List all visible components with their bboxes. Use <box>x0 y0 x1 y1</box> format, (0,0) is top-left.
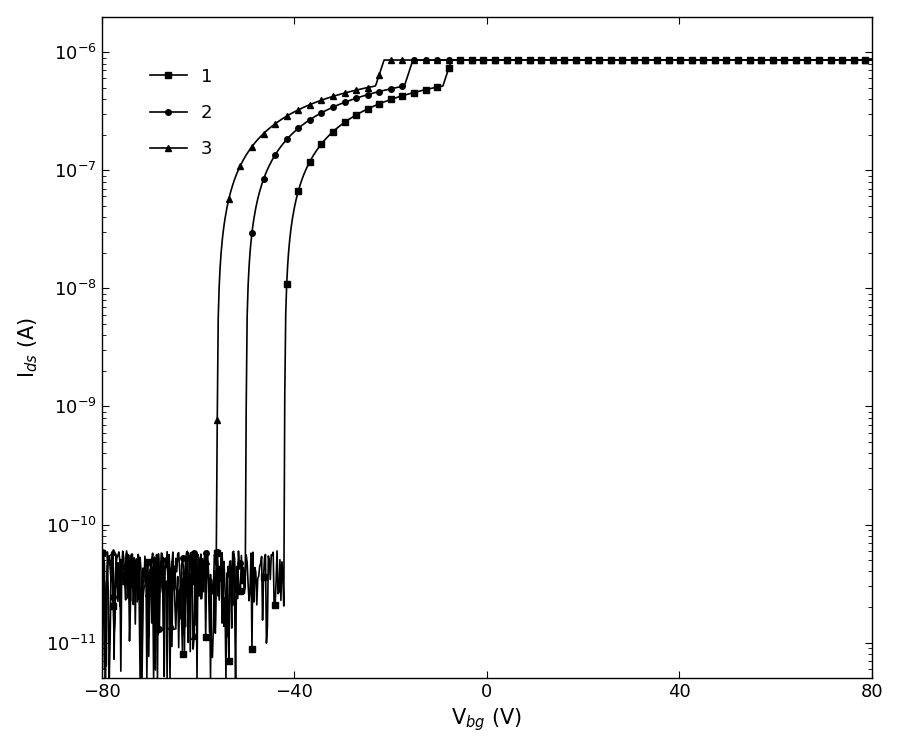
2 <box>761 56 772 64</box>
1 <box>152 674 163 682</box>
2 <box>408 56 418 64</box>
3 <box>867 56 877 64</box>
3 <box>566 56 577 64</box>
3 <box>682 56 693 64</box>
1 <box>682 56 693 64</box>
3 <box>761 56 772 64</box>
3 <box>589 56 599 64</box>
Legend: 1, 2, 3: 1, 2, 3 <box>141 58 221 167</box>
1 <box>761 56 772 64</box>
2 <box>867 56 877 64</box>
2 <box>545 56 556 64</box>
1 <box>545 56 556 64</box>
3 <box>379 56 390 64</box>
Line: 1: 1 <box>99 57 875 681</box>
1 <box>143 652 154 661</box>
2 <box>96 547 107 556</box>
1 <box>446 56 457 64</box>
2 <box>589 56 599 64</box>
Line: 3: 3 <box>99 57 875 681</box>
1 <box>566 56 577 64</box>
2 <box>136 674 147 682</box>
3 <box>100 674 111 682</box>
2 <box>566 56 577 64</box>
X-axis label: V$_{bg}$ (V): V$_{bg}$ (V) <box>451 706 522 734</box>
1 <box>867 56 877 64</box>
1 <box>96 549 107 558</box>
3 <box>545 56 556 64</box>
2 <box>682 56 693 64</box>
3 <box>144 571 155 580</box>
1 <box>589 56 599 64</box>
3 <box>96 586 107 596</box>
2 <box>144 566 155 575</box>
Y-axis label: I$_{ds}$ (A): I$_{ds}$ (A) <box>17 316 40 378</box>
Line: 2: 2 <box>99 57 875 681</box>
